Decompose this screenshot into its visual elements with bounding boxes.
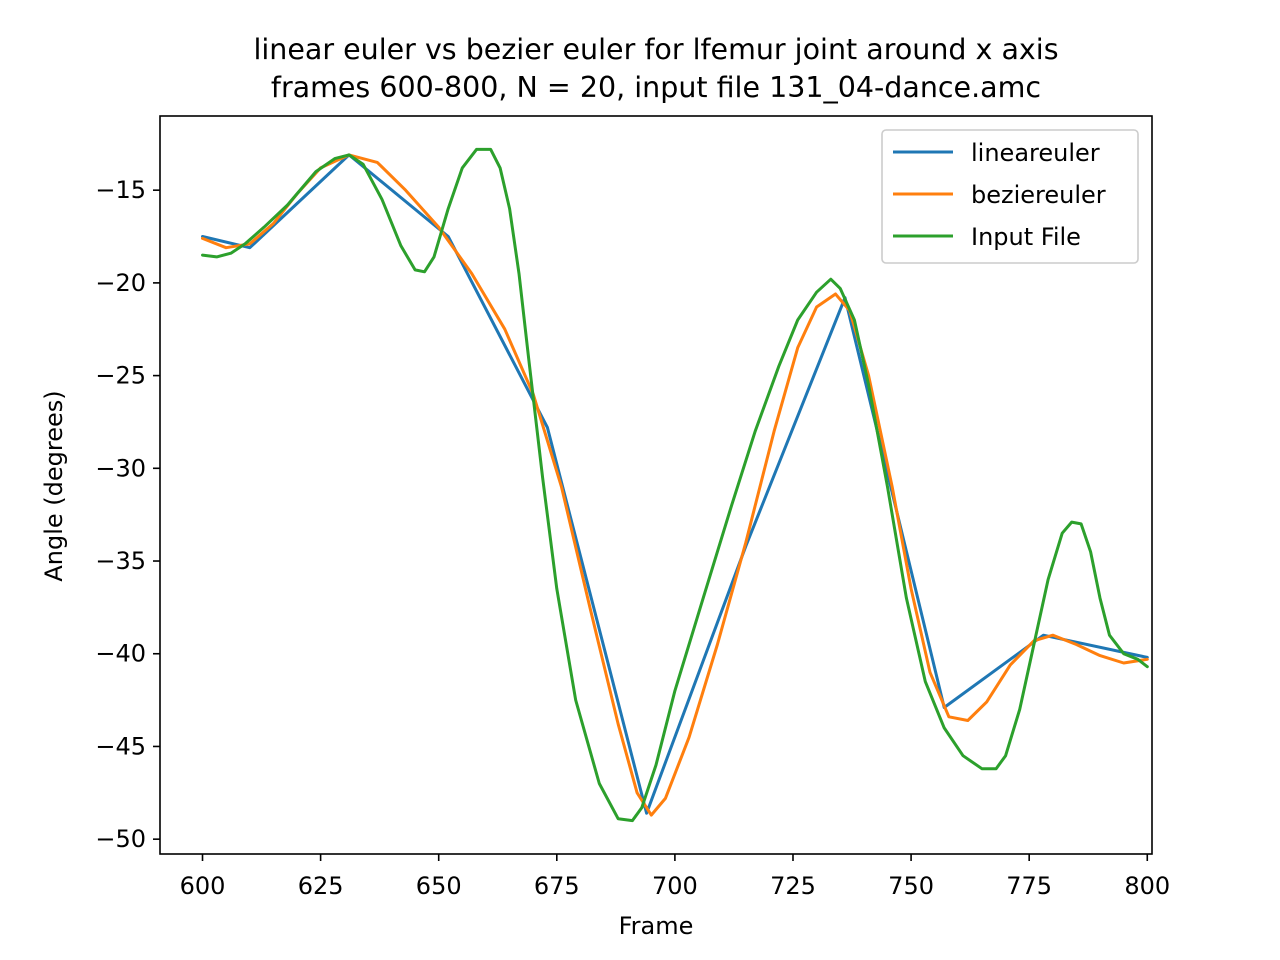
legend-box	[881, 129, 1139, 264]
series-line-input-file	[201, 147, 1149, 823]
y-tick-label: −45	[95, 732, 146, 760]
legend-label-beziereuler: beziereuler	[971, 181, 1106, 209]
series-line-beziereuler	[201, 153, 1149, 817]
y-axis-label: Angle (degrees)	[40, 390, 68, 581]
plot-area-frame	[159, 115, 1153, 855]
chart-title: linear euler vs bezier euler for lfemur …	[253, 33, 1058, 66]
y-tick-label: −20	[95, 269, 146, 297]
series-line-lineareuler	[201, 153, 1149, 815]
x-tick-label: 800	[1124, 872, 1170, 900]
y-axis: −15 −20 −25 −30 −35 −40 −45 −50	[95, 176, 160, 853]
y-tick-label: −25	[95, 362, 146, 390]
y-tick-label: −30	[95, 454, 146, 482]
y-tick-label: −40	[95, 640, 146, 668]
x-axis-label: Frame	[619, 912, 694, 940]
chart-subtitle: frames 600-800, N = 20, input file 131_0…	[271, 71, 1041, 104]
x-tick-label: 775	[1006, 872, 1052, 900]
x-axis: 600 625 650 675 700 725 750 775 800	[180, 854, 1170, 900]
legend-label-lineareuler: lineareuler	[971, 139, 1100, 167]
x-tick-label: 650	[416, 872, 462, 900]
x-tick-label: 700	[652, 872, 698, 900]
x-tick-label: 725	[770, 872, 816, 900]
legend-label-input-file: Input File	[971, 223, 1081, 251]
x-tick-label: 625	[298, 872, 344, 900]
y-tick-label: −15	[95, 176, 146, 204]
x-tick-label: 675	[534, 872, 580, 900]
y-tick-label: −35	[95, 547, 146, 575]
series-layer	[201, 147, 1149, 823]
y-tick-label: −50	[95, 825, 146, 853]
legend: lineareuler beziereuler Input File	[881, 129, 1139, 264]
x-tick-label: 750	[888, 872, 934, 900]
x-tick-label: 600	[180, 872, 226, 900]
